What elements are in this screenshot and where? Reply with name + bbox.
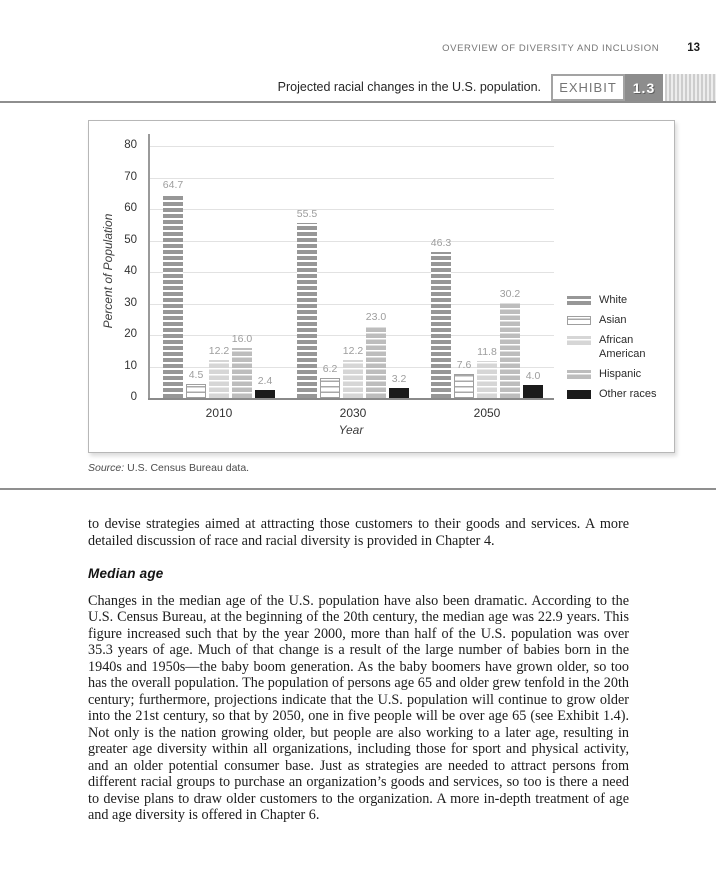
- chart-plot: Percent of Population Year White Asian Afr…: [89, 121, 674, 452]
- exhibit-number: 1.3: [632, 79, 656, 96]
- exhibit-band: Projected racial changes in the U.S. pop…: [0, 74, 716, 103]
- legend-swatch-african-american: [567, 336, 591, 345]
- bar-value-label: 6.2: [322, 363, 338, 375]
- x-category-label: 2050: [473, 406, 501, 420]
- y-tick-label: 10: [124, 359, 137, 372]
- body-text: to devise strategies aimed at attracting…: [88, 516, 629, 824]
- exhibit-label-box: EXHIBIT: [551, 74, 625, 101]
- y-tick-label: 40: [124, 265, 137, 277]
- bar-hispanic: [232, 348, 252, 398]
- section-heading: Median age: [88, 566, 164, 581]
- exhibit-number-box: 1.3: [625, 74, 663, 101]
- y-tick-label: 80: [124, 139, 137, 151]
- running-header: OVERVIEW OF DIVERSITY AND INCLUSION 13: [442, 42, 700, 54]
- source-note-prefix: Source:: [88, 462, 125, 474]
- y-axis-line: [148, 134, 150, 398]
- paragraph: Changes in the median age of the U.S. po…: [88, 592, 629, 824]
- bar-value-label: 46.3: [430, 237, 452, 249]
- bar-asian: [454, 374, 474, 398]
- bar-white: [431, 252, 451, 398]
- source-note-text: U.S. Census Bureau data.: [124, 462, 250, 474]
- legend-item: Other races: [567, 387, 671, 401]
- x-category-label: 2030: [339, 406, 367, 420]
- page-number: 13: [687, 42, 700, 54]
- bar-value-label: 3.2: [391, 373, 407, 385]
- bar-other-races: [389, 388, 409, 398]
- gridline: [149, 335, 554, 336]
- gridline: [149, 303, 554, 305]
- exhibit-chart: Percent of Population Year White Asian Afr…: [88, 120, 675, 453]
- bar-value-label: 4.5: [188, 369, 204, 381]
- legend-label: Hispanic: [599, 368, 642, 380]
- y-tick-label: 60: [124, 202, 137, 214]
- bar-hispanic: [500, 303, 520, 398]
- legend-label: African American: [599, 334, 646, 360]
- legend-label: White: [599, 294, 628, 306]
- exhibit-label: EXHIBIT: [559, 80, 617, 95]
- legend-item: White: [567, 293, 671, 307]
- x-axis-line: [148, 398, 554, 400]
- gridline: [149, 209, 554, 210]
- bar-value-label: 64.7: [162, 179, 184, 191]
- bar-value-label: 30.2: [499, 288, 521, 300]
- bar-value-label: 23.0: [365, 311, 387, 323]
- y-tick-label: 0: [130, 391, 137, 403]
- bar-african-american: [209, 360, 229, 398]
- bar-asian: [186, 384, 206, 398]
- bar-value-label: 16.0: [231, 333, 253, 345]
- section-divider: [0, 488, 716, 490]
- y-tick-label: 20: [124, 328, 137, 340]
- legend-label: Other races: [599, 388, 657, 400]
- gridline: [149, 177, 554, 179]
- paragraph: to devise strategies aimed at attracting…: [88, 516, 629, 549]
- legend-item: Hispanic: [567, 367, 671, 381]
- legend-swatch-white: [567, 296, 591, 305]
- bar-african-american: [477, 361, 497, 398]
- gridline: [149, 146, 554, 147]
- bar-other-races: [255, 390, 275, 398]
- gridline: [149, 240, 554, 242]
- bar-value-label: 55.5: [296, 208, 318, 220]
- exhibit-stripe-decoration: [665, 74, 716, 101]
- bar-value-label: 2.4: [257, 375, 273, 387]
- source-note: Source: U.S. Census Bureau data.: [88, 462, 249, 474]
- legend-swatch-hispanic: [567, 370, 591, 379]
- legend-label: Asian: [599, 314, 627, 326]
- bar-hispanic: [366, 326, 386, 398]
- bar-asian: [320, 378, 340, 398]
- bar-value-label: 4.0: [525, 370, 541, 382]
- x-axis-title: Year: [338, 423, 364, 437]
- running-title: OVERVIEW OF DIVERSITY AND INCLUSION: [442, 43, 660, 54]
- bar-value-label: 11.8: [477, 346, 497, 358]
- y-tick-label: 30: [124, 296, 137, 309]
- bar-white: [297, 223, 317, 398]
- bar-value-label: 12.2: [342, 345, 364, 357]
- bar-value-label: 7.6: [456, 359, 472, 371]
- bar-value-label: 12.2: [208, 345, 230, 357]
- legend-swatch-other-races: [567, 390, 591, 399]
- y-tick-label: 50: [124, 233, 137, 246]
- legend-item: African American: [567, 333, 671, 361]
- bar-other-races: [523, 385, 543, 398]
- chart-legend: White Asian African American Hispanic Other …: [567, 293, 671, 407]
- x-category-label: 2010: [205, 406, 233, 420]
- legend-item: Asian: [567, 313, 671, 327]
- y-tick-label: 70: [124, 170, 137, 183]
- gridline: [149, 272, 554, 273]
- bar-african-american: [343, 360, 363, 398]
- bar-white: [163, 194, 183, 398]
- exhibit-caption: Projected racial changes in the U.S. pop…: [277, 80, 541, 94]
- legend-swatch-asian: [567, 316, 591, 325]
